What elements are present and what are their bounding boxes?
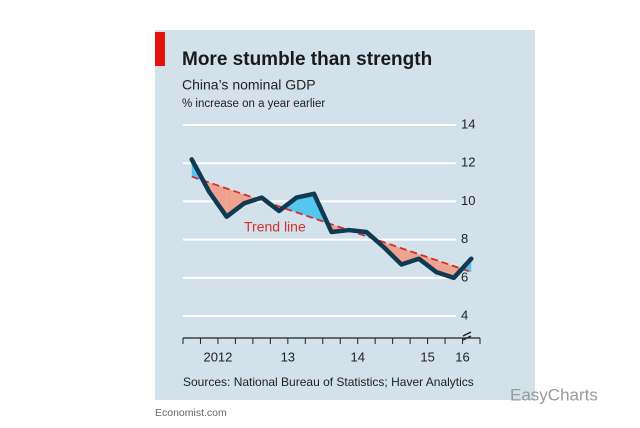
data-line [189,157,474,281]
y-tick-label: 8 [461,231,468,246]
y-tick-label: 14 [461,116,475,131]
x-tick-label: 2012 [203,349,232,364]
chart-title: More stumble than strength [182,49,432,70]
fill-area [296,193,315,219]
trend-label: Trend line [244,219,306,235]
trend-line [191,175,472,273]
fill-area [226,188,245,217]
y-label: % increase on a year earlier [182,98,325,110]
credit: Economist.com [155,407,227,419]
x-tick-label: 15 [420,349,434,364]
fill-area [401,248,419,265]
y-tick-label: 12 [461,155,475,170]
y-tick-label: 4 [461,307,468,322]
y-tick-label: 10 [461,193,475,208]
x-tick-label: 16 [455,349,469,364]
source: Sources: National Bureau of Statistics; … [183,375,474,389]
x-tick-label: 14 [350,349,364,364]
y-tick-label: 6 [461,269,468,284]
subtitle: China’s nominal GDP [182,77,316,93]
watermark: EasyCharts [510,385,598,404]
x-tick-label: 13 [281,349,295,364]
red-tag [155,32,165,66]
